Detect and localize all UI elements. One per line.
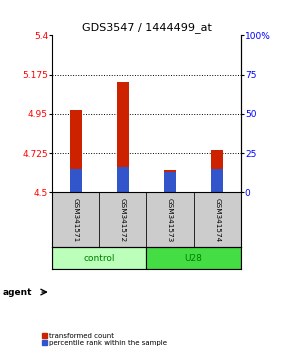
Bar [146,247,241,269]
Bar [146,192,194,247]
Bar [52,247,146,269]
Bar [164,172,176,192]
Bar [194,192,241,247]
Text: GSM341574: GSM341574 [214,198,220,242]
Legend: transformed count, percentile rank within the sample: transformed count, percentile rank withi… [41,332,168,347]
Bar [117,82,129,192]
Text: U28: U28 [185,253,202,263]
Bar [52,192,99,247]
Text: GSM341571: GSM341571 [73,198,79,242]
Bar [117,167,129,192]
Title: GDS3547 / 1444499_at: GDS3547 / 1444499_at [81,22,211,33]
Bar [211,149,223,192]
Text: control: control [84,253,115,263]
Text: GSM341573: GSM341573 [167,198,173,242]
Bar [99,192,146,247]
Bar [211,169,223,192]
Bar [70,169,82,192]
Text: agent: agent [3,287,32,297]
Text: GSM341572: GSM341572 [120,198,126,242]
Bar [164,170,176,192]
Bar [70,110,82,192]
